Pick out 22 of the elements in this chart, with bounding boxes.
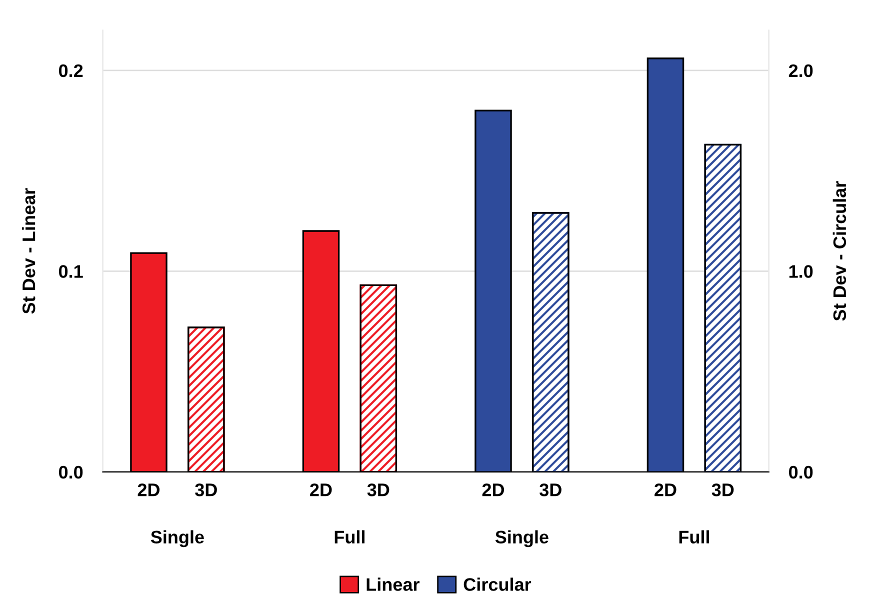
y-tick-label: 0.0 (58, 466, 83, 479)
x-tick-label: 3D (367, 483, 390, 496)
legend-label: Linear (366, 578, 420, 591)
y-axis-title: St Dev - Linear (22, 188, 36, 314)
legend-label: Circular (464, 578, 532, 591)
x-tick-label: 3D (712, 483, 734, 496)
y2-tick-label: 0.0 (789, 466, 813, 479)
text: Single (495, 530, 548, 548)
y-tick-label: 0.1 (58, 265, 83, 278)
x-tick-label: 2D (482, 483, 504, 496)
y2-axis-title: St Dev - Circular (832, 181, 846, 321)
text: Full (679, 530, 709, 544)
y2-tick-label: 2.0 (788, 64, 813, 78)
x-tick-label: 2D (654, 483, 676, 496)
y-tick-label: 0.2 (58, 64, 83, 78)
x-tick-label: 2D (310, 483, 332, 496)
x-tick-label: 3D (540, 483, 562, 496)
text: Single (150, 530, 204, 548)
text: Full (334, 530, 364, 544)
y2-tick-label: 1.0 (789, 265, 813, 278)
x-tick-label: 3D (195, 483, 217, 496)
x-tick-label: 2D (138, 483, 160, 496)
